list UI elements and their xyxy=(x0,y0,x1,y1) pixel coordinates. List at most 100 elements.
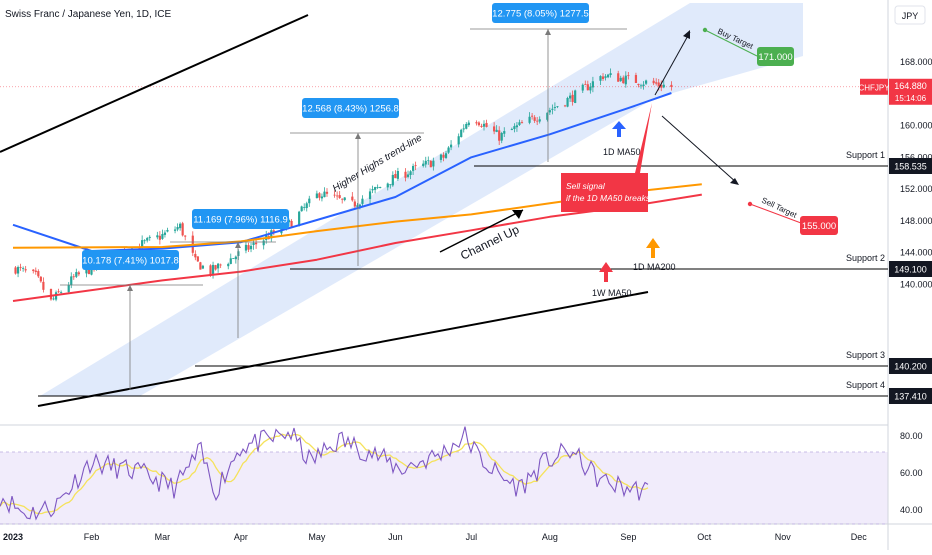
candle xyxy=(184,235,187,241)
candle-body xyxy=(394,173,397,179)
candle xyxy=(409,170,412,180)
measure-arrow xyxy=(355,133,361,139)
price-tag-box xyxy=(889,78,932,105)
candle-body xyxy=(551,108,554,110)
candle-body xyxy=(341,198,344,200)
candle xyxy=(528,112,531,125)
candle-body xyxy=(639,85,643,87)
time-tick-label: Mar xyxy=(155,532,171,542)
measure-arrow xyxy=(545,29,551,35)
candles xyxy=(14,68,673,302)
candle-body xyxy=(376,187,379,188)
candle xyxy=(617,70,620,82)
candle xyxy=(531,113,534,120)
candle-body xyxy=(586,84,589,91)
candle-body xyxy=(429,160,432,168)
rsi-ma-line xyxy=(0,433,649,515)
candle xyxy=(574,89,577,104)
candle-body xyxy=(356,205,359,207)
candle xyxy=(161,229,164,240)
candle xyxy=(57,288,60,293)
buy-projection-head xyxy=(683,30,690,39)
candle xyxy=(287,218,291,227)
candle-body xyxy=(298,211,301,226)
candle-body xyxy=(477,122,481,126)
candle-body xyxy=(336,195,339,197)
wma50-arrow xyxy=(599,262,613,282)
candle xyxy=(34,267,37,275)
time-tick-label: Feb xyxy=(84,532,100,542)
candle-body xyxy=(531,115,534,117)
candle xyxy=(148,235,151,241)
candle-body xyxy=(432,160,435,167)
candle xyxy=(353,199,356,210)
rsi-band xyxy=(0,452,888,524)
ma200-arrow xyxy=(646,238,660,258)
candle-body xyxy=(493,126,496,132)
candle-body xyxy=(57,291,60,293)
candle xyxy=(325,188,329,197)
candle-body xyxy=(546,112,549,120)
candle-body xyxy=(361,198,364,204)
candle-body xyxy=(447,147,450,153)
symbol-tag-text: CHFJPY xyxy=(858,83,890,92)
candle-body xyxy=(303,207,306,208)
candle-body xyxy=(34,270,37,273)
candle-body xyxy=(404,171,407,178)
candle xyxy=(518,119,521,126)
candle-body xyxy=(22,268,25,269)
candle-body xyxy=(143,240,146,242)
candle-body xyxy=(500,132,503,141)
candle-body xyxy=(254,242,258,245)
candle xyxy=(217,262,220,273)
candle-body xyxy=(460,129,463,138)
candle xyxy=(376,184,379,190)
candle-body xyxy=(290,220,293,227)
candle-body xyxy=(209,265,212,275)
candle xyxy=(361,195,364,207)
candle-body xyxy=(42,281,45,290)
candle xyxy=(343,197,346,202)
currency-box[interactable] xyxy=(894,5,926,25)
sell-target-price: 155.000 xyxy=(802,221,836,232)
candle-body xyxy=(396,170,400,179)
candle xyxy=(655,78,658,86)
support-price-tag xyxy=(889,388,932,404)
candle xyxy=(510,127,513,131)
candle xyxy=(475,120,478,126)
candle xyxy=(477,121,481,127)
candle xyxy=(447,146,450,154)
candle-body xyxy=(571,94,574,102)
candle xyxy=(414,161,417,171)
candle xyxy=(323,187,326,198)
candle xyxy=(639,83,643,89)
candle xyxy=(386,182,389,191)
candle xyxy=(232,258,235,260)
candle xyxy=(460,128,463,138)
candle xyxy=(181,221,184,237)
candle-body xyxy=(599,76,602,81)
candle xyxy=(179,222,182,231)
buy-target-price: 171.000 xyxy=(758,52,792,63)
candle-body xyxy=(194,253,197,258)
candle-body xyxy=(637,83,640,85)
candle-body xyxy=(548,110,551,113)
channel-up-band xyxy=(40,3,803,396)
candle-body xyxy=(563,105,567,107)
currency-label[interactable]: JPY xyxy=(902,11,919,21)
candle-body xyxy=(358,204,362,207)
candle-body xyxy=(214,265,217,270)
candle xyxy=(652,77,655,86)
candle-body xyxy=(229,258,232,264)
candle xyxy=(644,79,648,86)
candle-body xyxy=(173,229,177,231)
candle xyxy=(432,157,435,171)
candle-body xyxy=(655,82,658,84)
candle xyxy=(422,160,425,168)
candle-body xyxy=(146,238,149,241)
candle-body xyxy=(660,84,663,88)
candle-body xyxy=(566,97,569,107)
candle xyxy=(298,210,301,227)
candle-body xyxy=(308,198,311,204)
